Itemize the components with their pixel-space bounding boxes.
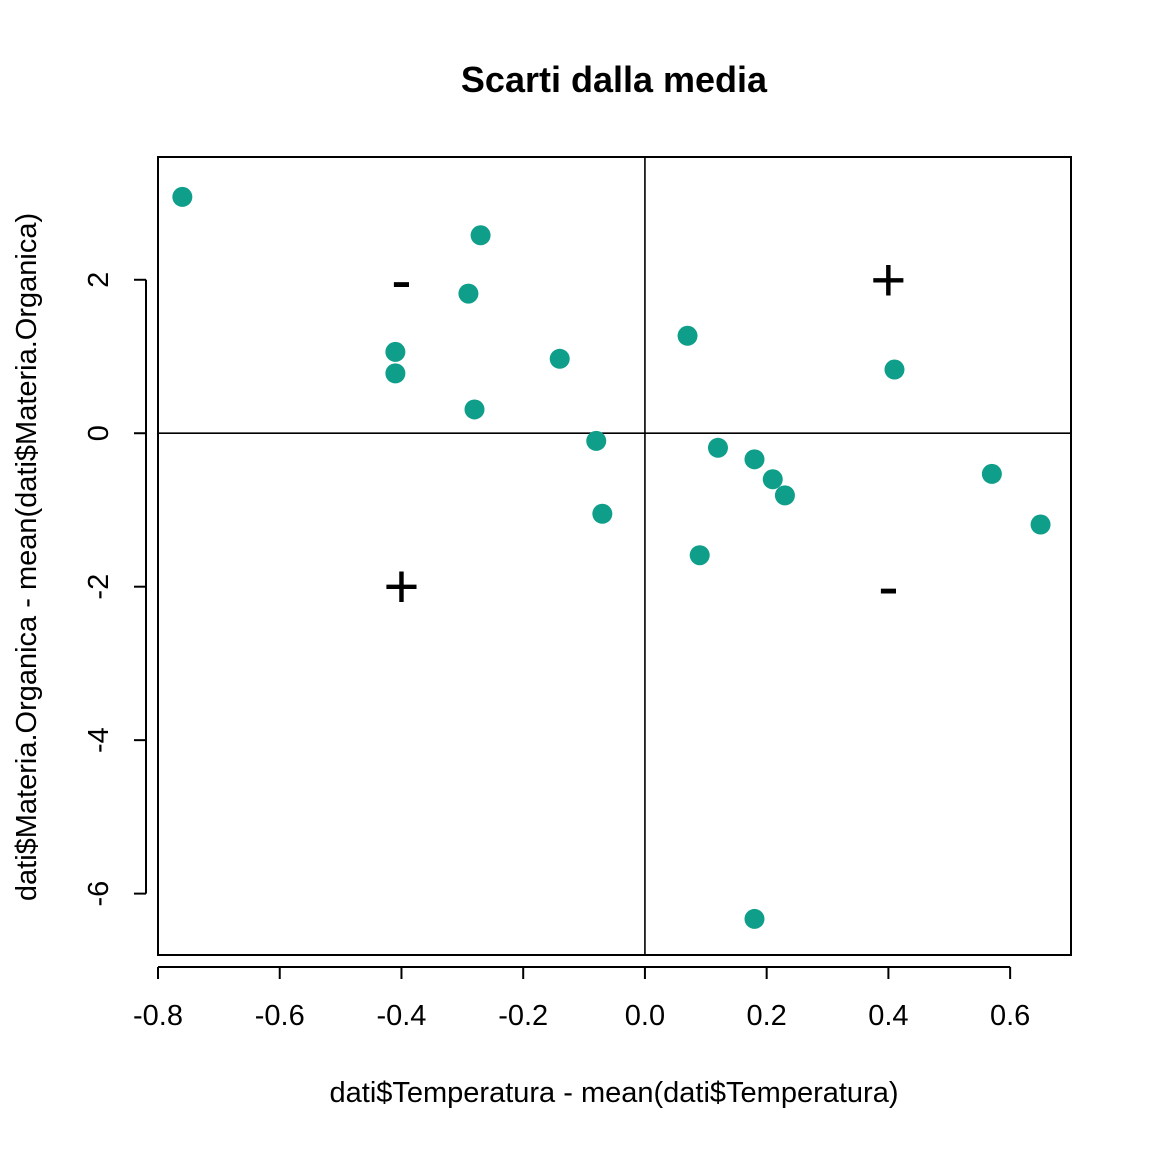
data-point [707, 437, 728, 458]
x-tick-label: -0.2 [498, 1000, 548, 1032]
y-axis-label: dati$Materia.Organica - mean(dati$Materi… [11, 213, 43, 901]
data-point [592, 503, 613, 524]
data-point [1030, 514, 1051, 535]
data-point [744, 449, 765, 470]
data-point [172, 186, 193, 207]
plot-frame [157, 156, 1072, 956]
plot-area: -0.8 -0.6 -0.4 -0.2 0.0 0.2 0.4 0.6 -6 -4 -2 0 2 - + + - [83, 156, 1072, 1032]
data-point [549, 348, 570, 369]
data-point [586, 430, 607, 451]
y-tick-label: -6 [83, 881, 115, 907]
quadrant-sign: + [870, 246, 906, 315]
data-point [385, 363, 406, 384]
data-point [464, 399, 485, 420]
x-tick-label: -0.8 [133, 1000, 183, 1032]
chart-title: Scarti dalla media [461, 59, 768, 100]
data-point [762, 469, 783, 490]
x-tick-label: 0.4 [868, 1000, 908, 1032]
quadrant-sign: - [878, 553, 899, 622]
y-tick-label: 0 [83, 425, 115, 441]
data-point [458, 283, 479, 304]
data-point [677, 325, 698, 346]
data-point [884, 359, 905, 380]
data-point [689, 545, 710, 566]
y-tick-label: -4 [83, 727, 115, 753]
quadrant-sign: - [391, 246, 412, 315]
x-axis-label: dati$Temperatura - mean(dati$Temperatura… [330, 1077, 899, 1109]
x-tick-label: 0.6 [990, 1000, 1030, 1032]
data-point [385, 341, 406, 362]
y-tick-label: 2 [83, 272, 115, 288]
x-tick-label: -0.6 [255, 1000, 305, 1032]
y-tick-label: -2 [83, 574, 115, 600]
data-point [744, 908, 765, 929]
x-tick-label: -0.4 [376, 1000, 426, 1032]
data-point [470, 225, 491, 246]
x-tick-label: 0.2 [747, 1000, 787, 1032]
data-point [981, 463, 1002, 484]
x-tick-label: 0.0 [625, 1000, 665, 1032]
data-point [774, 485, 795, 506]
quadrant-sign: + [383, 553, 419, 622]
